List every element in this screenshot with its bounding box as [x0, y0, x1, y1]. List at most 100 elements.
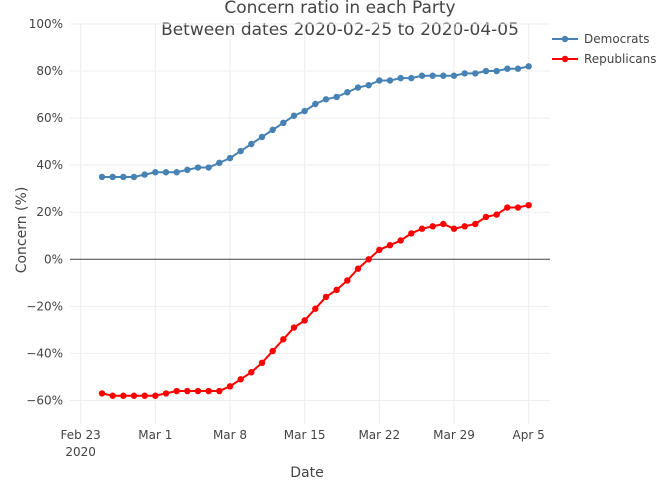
y-tick-label: 0% — [44, 252, 63, 266]
democrats-point — [525, 63, 532, 70]
republicans-point — [418, 225, 426, 232]
democrats-point — [226, 154, 234, 162]
y-axis-ticks: 100% 80% 60% 40% 20% 0% −20% −40% −60% — [26, 17, 63, 407]
democrats-point — [482, 67, 490, 75]
legend-item-republicans[interactable]: Republicans — [552, 52, 657, 66]
chart-title: Concern ratio in each Party — [224, 0, 455, 18]
democrats-point — [450, 72, 458, 79]
republicans-point — [397, 237, 404, 244]
series-layer — [98, 63, 532, 399]
democrats-point — [312, 100, 319, 108]
x-tick-label: Mar 1 — [138, 428, 172, 442]
democrats-point — [162, 169, 170, 176]
democrats-point — [365, 81, 372, 89]
y-tick-label: −40% — [26, 346, 63, 360]
democrats-point — [109, 173, 116, 181]
republicans-point — [333, 286, 340, 294]
democrats-point — [205, 164, 212, 171]
democrats-point — [386, 77, 394, 84]
republicans-point — [354, 265, 362, 272]
gridlines — [70, 23, 550, 424]
republicans-series — [98, 201, 532, 399]
republicans-point — [376, 246, 383, 254]
democrats-point — [397, 74, 404, 82]
democrats-point — [322, 96, 330, 103]
y-tick-label: −60% — [26, 393, 63, 407]
democrats-point — [472, 70, 479, 77]
republicans-point — [173, 387, 180, 395]
y-tick-label: 20% — [36, 205, 63, 219]
chart-subtitle: Between dates 2020-02-25 to 2020-04-05 — [161, 20, 519, 40]
legend-marker-republicans — [561, 55, 569, 63]
democrats-point — [504, 65, 511, 72]
republicans-point — [248, 369, 255, 376]
republicans-point — [322, 293, 330, 301]
democrats-point — [237, 147, 244, 155]
republicans-point — [408, 230, 415, 237]
republicans-point — [450, 225, 458, 232]
democrats-point — [514, 65, 522, 72]
republicans-point — [194, 387, 202, 395]
republicans-point — [290, 324, 298, 331]
x-tick-label: Mar 15 — [284, 428, 326, 442]
x-tick-label: Mar 29 — [433, 428, 475, 442]
legend-item-democrats[interactable]: Democrats — [552, 32, 650, 46]
republicans-point — [504, 204, 511, 211]
republicans-point — [461, 223, 468, 230]
democrats-point — [301, 107, 308, 115]
republicans-point — [365, 256, 372, 263]
democrats-series — [98, 63, 532, 181]
republicans-point — [258, 359, 266, 367]
x-tick-sublabel: 2020 — [65, 445, 96, 459]
republicans-point — [226, 383, 234, 390]
republicans-point — [440, 220, 447, 228]
democrats-point — [98, 173, 106, 181]
democrats-point — [120, 173, 127, 181]
democrats-point — [173, 169, 180, 176]
democrats-point — [184, 166, 191, 174]
x-axis-title: Date — [290, 465, 323, 480]
republicans-point — [280, 336, 287, 343]
republicans-point — [525, 201, 532, 209]
republicans-point — [269, 347, 276, 355]
democrats-point — [216, 159, 223, 167]
democrats-point — [258, 133, 266, 141]
republicans-point — [472, 220, 479, 228]
y-tick-label: 100% — [29, 17, 63, 31]
republicans-point — [386, 241, 394, 249]
democrats-line — [102, 65, 529, 178]
republicans-point — [152, 392, 159, 399]
y-tick-label: 40% — [36, 158, 63, 172]
republicans-point — [162, 390, 170, 397]
republicans-point — [109, 392, 116, 399]
y-tick-label: −20% — [26, 299, 63, 313]
republicans-point — [301, 317, 308, 324]
republicans-line — [101, 204, 529, 397]
republicans-point — [184, 387, 191, 395]
democrats-point — [344, 89, 351, 96]
republicans-point — [205, 387, 212, 395]
democrats-point — [290, 112, 298, 119]
republicans-point — [237, 376, 244, 383]
y-tick-label: 60% — [36, 111, 63, 125]
democrats-point — [333, 93, 340, 101]
democrats-point — [248, 140, 255, 148]
republicans-point — [120, 392, 127, 399]
legend-marker-democrats — [561, 35, 569, 43]
y-axis-title: Concern (%) — [14, 187, 30, 274]
republicans-point — [429, 223, 436, 230]
legend-label-republicans: Republicans — [584, 52, 657, 66]
legend[interactable]: Democrats Republicans — [552, 32, 657, 66]
democrats-point — [280, 119, 287, 127]
x-tick-label: Apr 5 — [513, 428, 545, 442]
democrats-point — [418, 72, 426, 79]
democrats-point — [461, 70, 468, 77]
democrats-point — [141, 171, 148, 178]
republicans-point — [493, 211, 500, 218]
democrats-point — [130, 173, 138, 181]
republicans-point — [482, 213, 490, 221]
republicans-point — [141, 392, 148, 399]
x-tick-label: Mar 22 — [358, 428, 400, 442]
democrats-point — [376, 77, 383, 84]
